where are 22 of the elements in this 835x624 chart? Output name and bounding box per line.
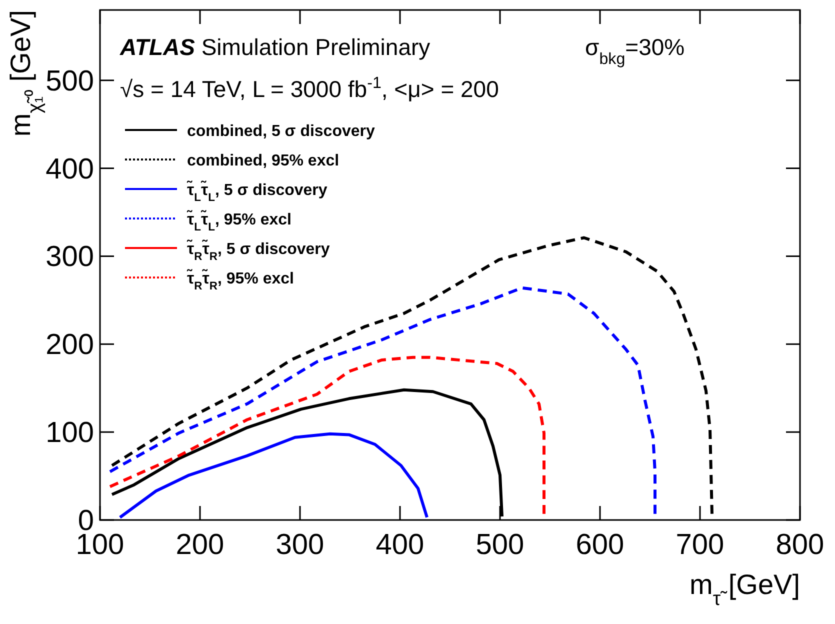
annotation: σ$_{bkg}$=30%: [585, 34, 685, 68]
x-tick-label: 500: [476, 529, 524, 561]
legend-label: combined, 5 σ discovery: [187, 123, 375, 140]
y-tick-label: 400: [46, 153, 94, 186]
x-tick-label: 400: [376, 529, 424, 561]
x-axis-title: m$_{τ̃}$ [GeV]: [690, 569, 800, 610]
x-tick-label: 300: [276, 529, 324, 561]
y-tick-label: 100: [46, 417, 94, 450]
legend-label: combined, 95% excl: [187, 152, 340, 170]
y-tick-label: 500: [46, 65, 94, 98]
legend-label: τ̃$_{R}$τ̃$_{R}$, 95% excl: [186, 268, 294, 292]
legend-label: τ̃$_{L}$τ̃$_{L}$, 95% excl: [186, 210, 292, 234]
x-tick-label: 600: [576, 529, 624, 561]
y-tick-label: 300: [46, 241, 94, 274]
y-tick-label: 200: [46, 329, 94, 362]
x-tick-label: 800: [776, 529, 824, 561]
x-tick-label: 200: [176, 529, 224, 561]
legend-label: τ̃$_{L}$τ̃$_{L}$, 5 σ discovery: [186, 180, 328, 204]
x-tick-label: 700: [676, 529, 724, 561]
annotation: √s = 14 TeV, L = 3000 fb$^{-1}$, <μ> = 200: [120, 74, 499, 102]
annotation: ATLAS Simulation Preliminary: [119, 34, 431, 60]
legend-label: τ̃$_{R}$τ̃$_{R}$, 5 σ discovery: [186, 239, 330, 263]
